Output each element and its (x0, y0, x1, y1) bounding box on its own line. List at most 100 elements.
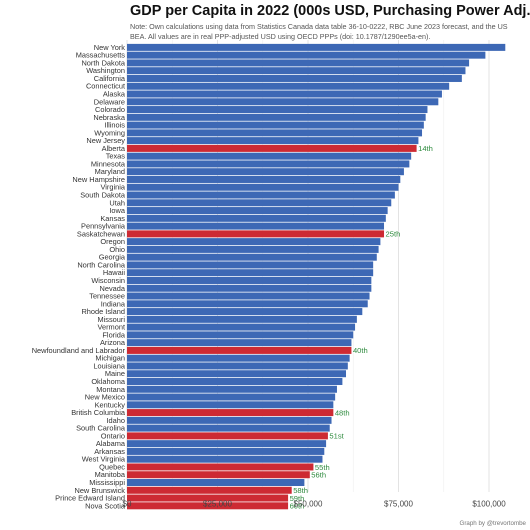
bar-canada (127, 463, 314, 471)
bar-us (127, 323, 356, 331)
category-label: New Jersey (86, 136, 125, 145)
bar-us (127, 90, 442, 98)
category-label: Washington (86, 66, 125, 75)
category-label: Louisiana (93, 361, 126, 370)
rank-label: 59th (290, 494, 305, 503)
bar-us (127, 168, 404, 176)
bar-us (127, 269, 374, 277)
category-label: Alberta (102, 144, 126, 153)
bar-canada (127, 471, 310, 479)
x-tick-label: $100,000 (472, 500, 506, 509)
bar-us (127, 43, 506, 51)
bar-us (127, 253, 377, 261)
category-label: Oregon (100, 237, 125, 246)
category-label: New Mexico (85, 393, 125, 402)
bar-canada (127, 432, 328, 440)
bar-us (127, 331, 354, 339)
bar-us (127, 137, 419, 145)
category-label: Utah (109, 198, 125, 207)
category-label: British Columbia (71, 408, 126, 417)
bar-us (127, 354, 350, 362)
bar-us (127, 455, 323, 463)
category-label: Nevada (100, 284, 126, 293)
bar-us (127, 222, 385, 230)
bar-us (127, 377, 343, 385)
category-label: Pennsylvania (81, 222, 126, 231)
bar-us (127, 245, 379, 253)
bar-us (127, 424, 330, 432)
bar-us (127, 393, 336, 401)
x-tick-label: $0 (123, 500, 132, 509)
rank-label: 14th (418, 144, 433, 153)
category-label: Michigan (95, 354, 125, 363)
category-label: North Carolina (77, 260, 126, 269)
bar-us (127, 59, 470, 67)
category-label: Florida (102, 330, 125, 339)
bar-us (127, 401, 334, 409)
category-label: Illinois (104, 121, 125, 130)
bar-us (127, 479, 305, 487)
category-label: Texas (106, 152, 126, 161)
category-label: California (94, 74, 126, 83)
bar-us (127, 300, 368, 308)
bar-us (127, 98, 439, 106)
bar-canada (127, 144, 417, 152)
rank-label: 25th (386, 230, 401, 239)
category-label: New Hampshire (72, 175, 125, 184)
category-label: Oklahoma (91, 377, 126, 386)
category-label: Indiana (101, 299, 126, 308)
category-label: Minnesota (91, 159, 126, 168)
bar-us (127, 207, 388, 215)
category-label: Manitoba (95, 470, 126, 479)
bar-us (127, 447, 325, 455)
bar-canada (127, 346, 352, 354)
bar-us (127, 121, 424, 129)
category-label: Iowa (109, 206, 126, 215)
bar-us (127, 214, 386, 222)
category-label: Alaska (103, 90, 126, 99)
category-label: Hawaii (103, 268, 126, 277)
bar-us (127, 199, 392, 207)
bar-canada (127, 230, 385, 238)
bar-us (127, 261, 374, 269)
category-label: Newfoundland and Labrador (32, 346, 126, 355)
rank-label: 48th (335, 408, 350, 417)
category-label: Maine (105, 369, 125, 378)
category-label: New York (94, 43, 126, 52)
x-axis: $0 $25,000 $50,000 $75,000 $100,000 (123, 500, 507, 509)
category-label: Arkansas (94, 447, 125, 456)
graph-credit: Graph by @trevortombe (459, 520, 526, 527)
category-label: Vermont (97, 323, 125, 332)
category-label: Ohio (109, 245, 125, 254)
category-label: Idaho (107, 416, 126, 425)
bar-us (127, 51, 486, 59)
category-label: North Dakota (81, 58, 125, 67)
category-label: Montana (96, 385, 126, 394)
bar-us (127, 82, 450, 90)
bar-canada (127, 409, 334, 417)
category-label: Alabama (96, 439, 126, 448)
rank-label: 60th (290, 502, 305, 511)
bar-us (127, 113, 426, 121)
category-label: Colorado (95, 105, 125, 114)
bar-us (127, 129, 423, 137)
x-tick-label: $75,000 (384, 500, 413, 509)
category-label: Massachusetts (76, 51, 126, 60)
category-label: Wyoming (94, 128, 125, 137)
category-label: Tennessee (89, 292, 125, 301)
category-label: South Dakota (80, 191, 126, 200)
category-label: Arizona (100, 338, 126, 347)
bar-us (127, 362, 348, 370)
bar-us (127, 152, 412, 160)
category-label: Mississippi (89, 478, 125, 487)
bar-us (127, 292, 370, 300)
bar-us (127, 440, 327, 448)
x-tick-label: $25,000 (203, 500, 232, 509)
bar-us (127, 284, 372, 292)
bar-us (127, 160, 410, 168)
category-label: Nebraska (93, 113, 126, 122)
bar-us (127, 416, 332, 424)
category-label: Ontario (101, 431, 125, 440)
